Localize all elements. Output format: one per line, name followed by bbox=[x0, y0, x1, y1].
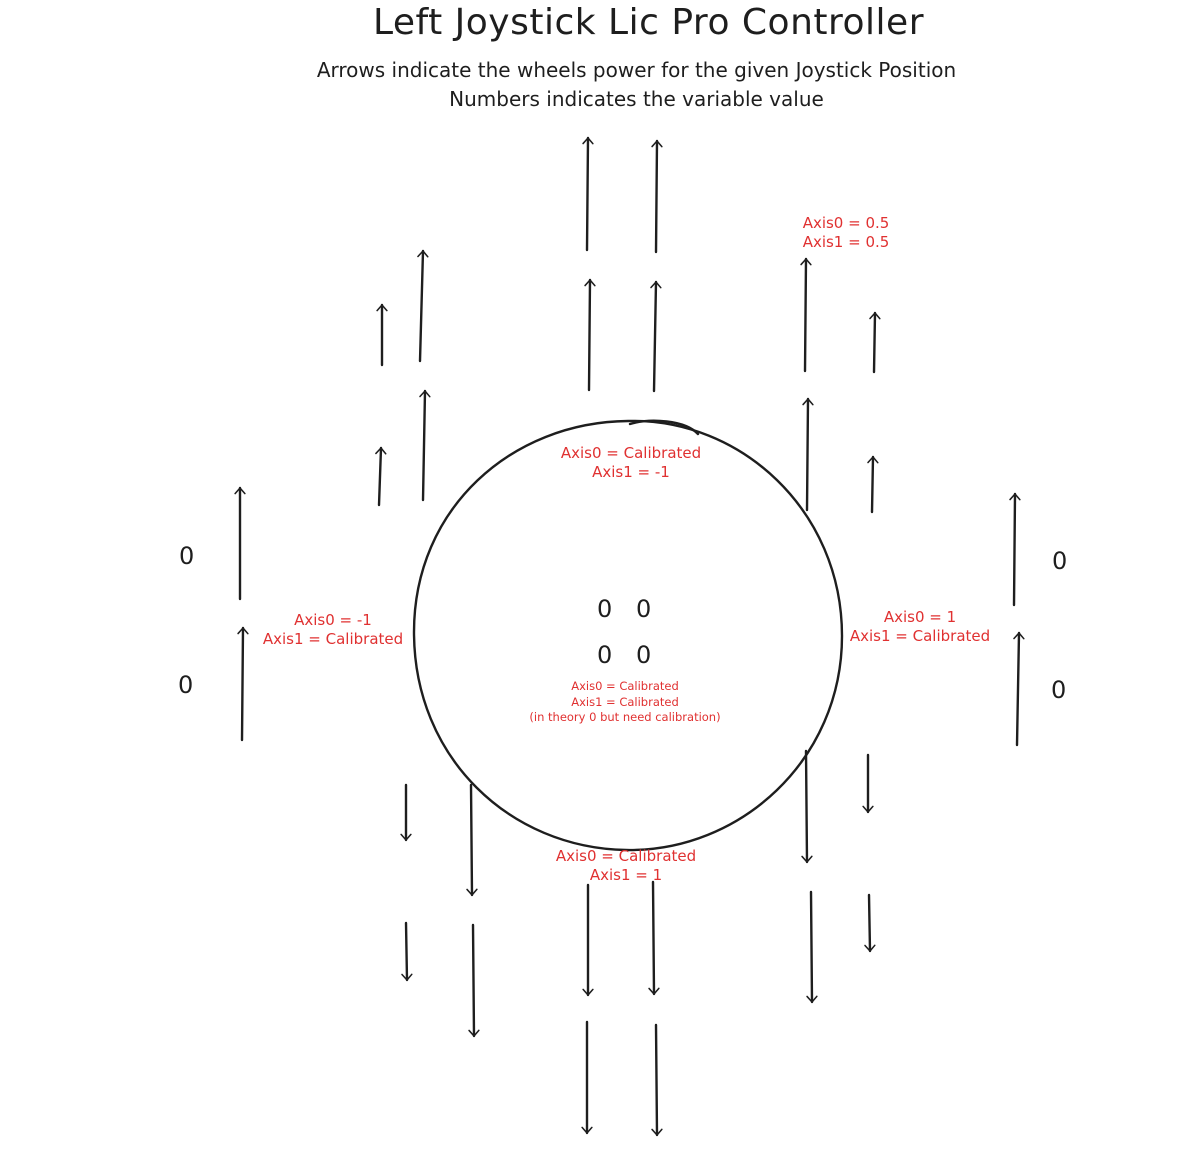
up-arrow bbox=[1013, 631, 1025, 747]
up-arrow bbox=[419, 389, 431, 502]
up-arrow bbox=[802, 397, 814, 512]
up-arrow bbox=[375, 446, 387, 507]
down-arrow bbox=[864, 893, 876, 953]
subtitle-line-2: Numbers indicates the variable value bbox=[449, 87, 824, 111]
up-arrow bbox=[650, 280, 662, 393]
zero-value: 0 bbox=[1051, 676, 1067, 704]
down-arrow bbox=[401, 921, 413, 982]
label-axis1: Axis1 = 0.5 bbox=[802, 232, 890, 251]
up-arrow bbox=[417, 249, 429, 363]
label-axis1: Axis1 = Calibrated bbox=[262, 629, 404, 648]
circle-stroke-overlap bbox=[628, 419, 700, 436]
label-axis1: Axis1 = Calibrated bbox=[571, 694, 679, 709]
label-axis0: Axis0 = -1 bbox=[294, 611, 372, 629]
label-axis0: Axis0 = 0.5 bbox=[802, 214, 890, 232]
label-up: Axis0 = Calibrated Axis1 = -1 bbox=[551, 444, 711, 482]
label-center: Axis0 = Calibrated Axis1 = Calibrated (i… bbox=[510, 679, 740, 726]
up-arrow bbox=[869, 311, 881, 374]
down-arrow bbox=[806, 890, 818, 1004]
up-arrow bbox=[867, 455, 879, 514]
up-arrow bbox=[1009, 492, 1021, 607]
zero-value: 0 bbox=[178, 671, 194, 699]
down-arrow bbox=[801, 749, 813, 864]
label-left: Axis0 = -1 Axis1 = Calibrated bbox=[253, 611, 413, 649]
zero-value: 0 bbox=[1052, 547, 1068, 575]
joystick-circle bbox=[412, 419, 844, 852]
label-axis0: Axis0 = 1 bbox=[883, 608, 957, 626]
diagram-title: Left Joystick Lic Pro Controller bbox=[372, 2, 924, 43]
up-arrow bbox=[584, 278, 596, 392]
label-calibration-note: (in theory 0 but need calibration) bbox=[529, 710, 721, 725]
label-down: Axis0 = Calibrated Axis1 = 1 bbox=[546, 847, 706, 885]
down-arrow bbox=[651, 1023, 663, 1137]
label-axis0: Axis0 = Calibrated bbox=[560, 444, 702, 462]
down-arrow bbox=[466, 783, 478, 897]
label-axis0: Axis0 = Calibrated bbox=[571, 679, 679, 693]
label-axis1: Axis1 = 1 bbox=[589, 865, 663, 884]
up-arrow bbox=[237, 626, 249, 742]
zero-value: 0 bbox=[636, 641, 652, 669]
zero-value: 0 bbox=[179, 542, 195, 570]
label-up-right: Axis0 = 0.5 Axis1 = 0.5 bbox=[786, 214, 906, 252]
label-right: Axis0 = 1 Axis1 = Calibrated bbox=[840, 608, 1000, 646]
zero-value: 0 bbox=[597, 641, 613, 669]
label-axis0: Axis0 = Calibrated bbox=[555, 847, 697, 865]
label-axis1: Axis1 = -1 bbox=[592, 462, 670, 481]
up-arrow bbox=[800, 257, 812, 373]
subtitle-line-1: Arrows indicate the wheels power for the… bbox=[316, 58, 957, 82]
label-axis1: Axis1 = Calibrated bbox=[849, 626, 991, 645]
zero-value: 0 bbox=[597, 595, 613, 623]
up-arrow bbox=[582, 136, 594, 252]
down-arrow bbox=[468, 923, 480, 1038]
up-arrow bbox=[651, 139, 663, 254]
down-arrow bbox=[648, 880, 660, 996]
zero-value: 0 bbox=[636, 595, 652, 623]
